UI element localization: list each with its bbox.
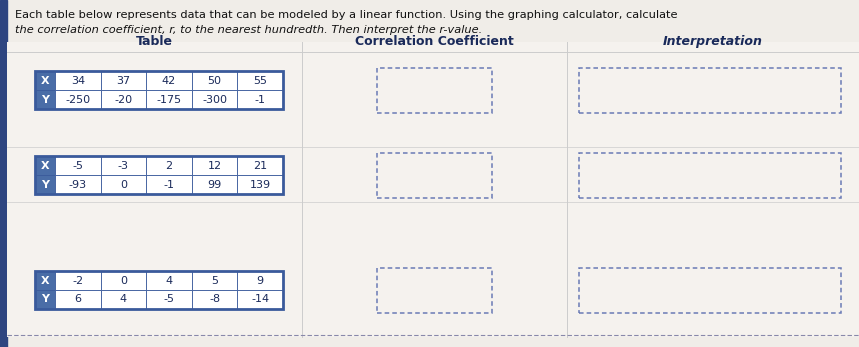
Text: Y: Y: [41, 295, 49, 305]
Bar: [146, 156, 192, 175]
Text: -250: -250: [65, 94, 90, 104]
Text: 0: 0: [120, 276, 127, 286]
Text: -1: -1: [163, 179, 174, 189]
Bar: [377, 268, 492, 313]
Bar: [35, 271, 55, 290]
Bar: [237, 271, 283, 290]
Bar: [35, 156, 283, 194]
Bar: [377, 152, 492, 197]
Bar: [192, 175, 237, 194]
Text: 139: 139: [250, 179, 271, 189]
Bar: [101, 290, 146, 309]
Bar: [101, 71, 146, 90]
Text: 21: 21: [253, 161, 267, 170]
Text: -5: -5: [163, 295, 174, 305]
Bar: [192, 90, 237, 109]
Bar: [146, 290, 192, 309]
Text: 34: 34: [70, 76, 85, 85]
Bar: [146, 90, 192, 109]
Text: Correlation Coefficient: Correlation Coefficient: [355, 34, 514, 48]
Bar: [35, 90, 55, 109]
Text: 12: 12: [208, 161, 222, 170]
Text: 4: 4: [120, 295, 127, 305]
Bar: [192, 156, 237, 175]
Text: the correlation coefficient, r, to the nearest hundredth. Then interpret the r-v: the correlation coefficient, r, to the n…: [15, 25, 482, 35]
Bar: [35, 175, 55, 194]
Bar: [192, 271, 237, 290]
Bar: [237, 290, 283, 309]
Bar: [579, 68, 841, 112]
Text: 99: 99: [208, 179, 222, 189]
Text: 0: 0: [120, 179, 127, 189]
Text: Interpretation: Interpretation: [663, 34, 763, 48]
Text: Y: Y: [41, 179, 49, 189]
Bar: [237, 71, 283, 90]
Bar: [55, 175, 101, 194]
Text: Each table below represents data that can be modeled by a linear function. Using: Each table below represents data that ca…: [15, 10, 678, 20]
Bar: [55, 290, 101, 309]
Bar: [101, 271, 146, 290]
Bar: [7, 42, 859, 337]
Text: X: X: [40, 76, 49, 85]
Bar: [146, 71, 192, 90]
Bar: [55, 156, 101, 175]
Text: -14: -14: [251, 295, 269, 305]
Bar: [579, 152, 841, 197]
Text: 37: 37: [116, 76, 131, 85]
Bar: [101, 175, 146, 194]
Bar: [35, 71, 283, 109]
Text: -5: -5: [72, 161, 83, 170]
Bar: [35, 156, 55, 175]
Bar: [35, 290, 55, 309]
Text: -2: -2: [72, 276, 83, 286]
Text: -8: -8: [209, 295, 220, 305]
Bar: [101, 156, 146, 175]
Text: X: X: [40, 161, 49, 170]
Text: 42: 42: [161, 76, 176, 85]
Bar: [146, 175, 192, 194]
Text: -20: -20: [114, 94, 132, 104]
Text: 55: 55: [253, 76, 267, 85]
Text: 2: 2: [166, 161, 173, 170]
Bar: [55, 71, 101, 90]
Bar: [35, 71, 55, 90]
Bar: [55, 90, 101, 109]
Text: -175: -175: [156, 94, 181, 104]
Text: 4: 4: [166, 276, 173, 286]
Bar: [0, 0, 7, 347]
Text: -300: -300: [202, 94, 227, 104]
Bar: [237, 90, 283, 109]
Text: 50: 50: [208, 76, 222, 85]
Bar: [579, 268, 841, 313]
Text: -93: -93: [69, 179, 87, 189]
Text: -3: -3: [118, 161, 129, 170]
Text: 9: 9: [257, 276, 264, 286]
Bar: [237, 156, 283, 175]
Bar: [35, 271, 283, 309]
Text: 6: 6: [74, 295, 82, 305]
Bar: [55, 271, 101, 290]
Text: -1: -1: [255, 94, 265, 104]
Bar: [377, 68, 492, 112]
Bar: [192, 71, 237, 90]
Bar: [192, 290, 237, 309]
Bar: [146, 271, 192, 290]
Text: Y: Y: [41, 94, 49, 104]
Bar: [101, 90, 146, 109]
Text: 5: 5: [211, 276, 218, 286]
Bar: [237, 175, 283, 194]
Text: X: X: [40, 276, 49, 286]
Text: Table: Table: [136, 34, 173, 48]
